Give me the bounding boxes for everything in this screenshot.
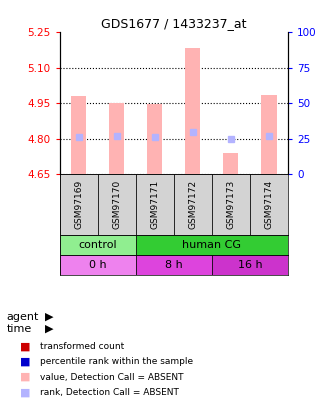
Text: time: time: [7, 324, 32, 334]
Text: ▶: ▶: [45, 324, 53, 334]
Bar: [261, 95, 277, 174]
Bar: [223, 153, 238, 174]
Bar: [136, 255, 212, 275]
Bar: [250, 174, 288, 235]
Text: control: control: [78, 240, 117, 250]
Text: ▶: ▶: [45, 312, 53, 322]
Bar: [60, 255, 136, 275]
Text: 0 h: 0 h: [89, 260, 107, 270]
Text: value, Detection Call = ABSENT: value, Detection Call = ABSENT: [40, 373, 183, 382]
Bar: [60, 174, 98, 235]
Bar: [60, 235, 136, 255]
Text: agent: agent: [7, 312, 39, 322]
Text: GSM97169: GSM97169: [74, 180, 83, 229]
Text: ■: ■: [20, 388, 30, 397]
Text: GSM97170: GSM97170: [112, 180, 121, 229]
Text: ■: ■: [20, 372, 30, 382]
Bar: [147, 104, 162, 174]
Bar: [109, 103, 124, 174]
Text: 16 h: 16 h: [238, 260, 262, 270]
Text: ■: ■: [20, 341, 30, 351]
Text: human CG: human CG: [182, 240, 241, 250]
Text: transformed count: transformed count: [40, 342, 124, 351]
Text: GSM97174: GSM97174: [264, 180, 273, 229]
Bar: [98, 174, 136, 235]
Title: GDS1677 / 1433237_at: GDS1677 / 1433237_at: [101, 17, 247, 30]
Text: GSM97172: GSM97172: [188, 180, 197, 229]
Text: 8 h: 8 h: [165, 260, 183, 270]
Bar: [136, 174, 174, 235]
Text: GSM97173: GSM97173: [226, 180, 235, 229]
Text: rank, Detection Call = ABSENT: rank, Detection Call = ABSENT: [40, 388, 179, 397]
Bar: [71, 96, 86, 174]
Bar: [212, 255, 288, 275]
Text: GSM97171: GSM97171: [150, 180, 159, 229]
Text: ■: ■: [20, 357, 30, 367]
Bar: [212, 174, 250, 235]
Bar: [185, 48, 201, 174]
Text: percentile rank within the sample: percentile rank within the sample: [40, 357, 193, 366]
Bar: [174, 174, 212, 235]
Bar: [136, 235, 288, 255]
